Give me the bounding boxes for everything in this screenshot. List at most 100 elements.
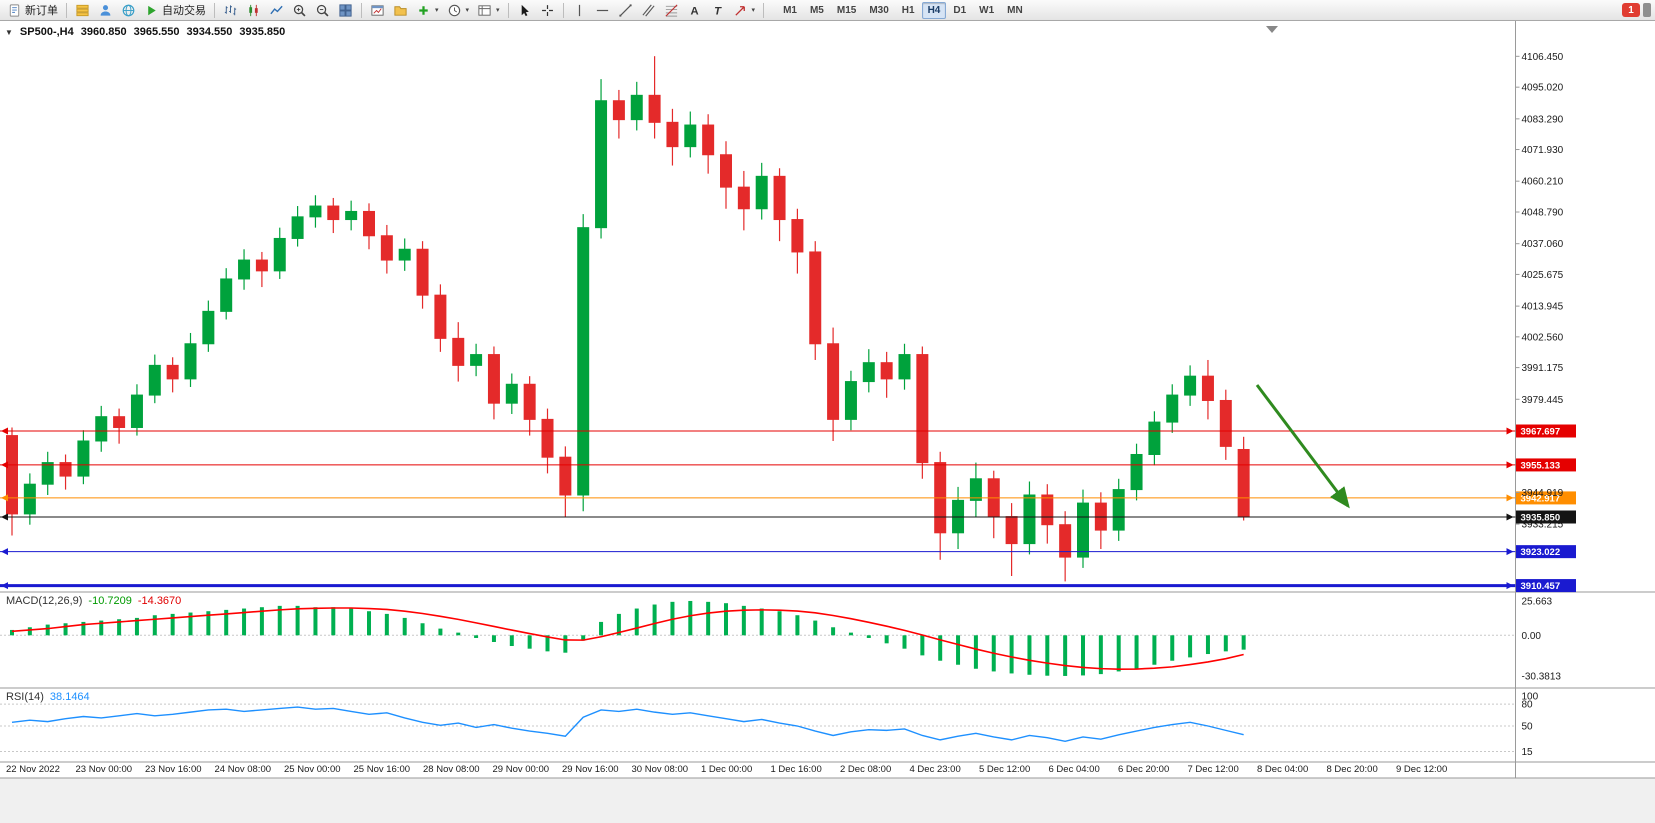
price-axis-label: 4013.945 <box>1522 302 1564 313</box>
candle-body <box>737 186 750 210</box>
candle-body <box>238 259 251 280</box>
timeframe-h4[interactable]: H4 <box>921 1 947 19</box>
cursor-icon <box>521 4 529 16</box>
charts-stack-button[interactable] <box>72 2 93 19</box>
new-order-icon <box>9 3 20 17</box>
new-order-label: 新订单 <box>25 5 58 17</box>
price-tag <box>1516 424 1576 438</box>
candle-body <box>487 354 500 404</box>
timeframe-mn[interactable]: MN <box>1007 4 1023 16</box>
toolbar-separator <box>214 2 215 18</box>
profiles-button[interactable] <box>390 2 411 19</box>
horizontal-line-3923.022[interactable]: 3923.022 <box>0 545 1576 559</box>
macd-scale-label: 25.663 <box>1522 596 1553 607</box>
candle-body <box>1005 516 1018 545</box>
candle-body <box>202 310 215 345</box>
candle-body <box>1237 448 1250 518</box>
timeframe-w1[interactable]: W1 <box>979 4 995 16</box>
dropdown-caret-icon: ▾ <box>435 7 439 14</box>
cursor-tool-button[interactable] <box>514 2 535 19</box>
price-tag <box>1516 458 1576 472</box>
chart-menu-icon[interactable]: ▼ <box>5 27 13 37</box>
time-axis: 22 Nov 2022 23 Nov 00:00 23 Nov 16:00 24 No… <box>6 764 1447 775</box>
templates-button[interactable]: ▾ <box>474 2 503 19</box>
candle-body <box>6 435 18 515</box>
horizontal-line-icon <box>596 9 608 11</box>
time-axis-label: 30 Nov 08:00 <box>632 764 689 775</box>
community-button[interactable] <box>118 2 139 19</box>
horizontal-line-3935.850[interactable]: 3935.850 <box>0 510 1576 524</box>
chart-window-icon <box>371 4 384 16</box>
indicators-button[interactable]: ▾ <box>413 2 442 19</box>
horizontal-line-3955.133[interactable]: 3955.133 <box>0 458 1576 472</box>
profile-button[interactable] <box>95 2 116 19</box>
ohlc-open: 3960.850 <box>80 26 127 38</box>
price-tag <box>1516 510 1576 524</box>
toolbar-separator <box>562 2 564 18</box>
candle-body <box>809 251 822 345</box>
time-axis-label: 25 Nov 16:00 <box>354 764 411 775</box>
timeframe-m5[interactable]: M5 <box>809 4 824 16</box>
time-axis-label: 1 Dec 16:00 <box>771 764 822 775</box>
price-axis-label: 4071.930 <box>1522 145 1564 156</box>
horizontal-line-3967.697[interactable]: 3967.697 <box>0 424 1576 438</box>
candle-body <box>1059 524 1072 558</box>
time-axis-label: 7 Dec 12:00 <box>1188 764 1239 775</box>
vertical-line-tool-button[interactable] <box>569 2 590 19</box>
candle-body <box>452 337 465 366</box>
vertical-line-icon <box>578 4 580 16</box>
toolbar-separator <box>66 2 67 18</box>
autotrading-button[interactable]: 自动交易 <box>141 2 209 19</box>
horizontal-line-3910.457[interactable]: 3910.457 <box>0 579 1576 593</box>
tile-windows-button[interactable] <box>335 2 356 19</box>
time-axis-label: 8 Dec 04:00 <box>1257 764 1308 775</box>
new-order-button[interactable]: 新订单 <box>4 2 61 19</box>
time-axis-label: 22 Nov 2022 <box>6 764 60 775</box>
line-chart-mode-button[interactable] <box>266 2 287 19</box>
trend-arrow[interactable] <box>1255 384 1350 509</box>
candle-body <box>398 248 411 261</box>
timeframe-h1[interactable]: H1 <box>901 4 915 16</box>
time-axis-label: 9 Dec 12:00 <box>1396 764 1447 775</box>
candle-body <box>363 210 375 237</box>
candle-body <box>113 416 126 428</box>
label-tool-button[interactable]: T <box>707 2 728 19</box>
periods-button[interactable]: ▾ <box>444 2 473 19</box>
timeframe-d1[interactable]: D1 <box>953 4 967 16</box>
price-axis-label: 3944.919 <box>1522 488 1564 499</box>
candle-body <box>827 343 840 420</box>
line-end-marker <box>1506 548 1514 556</box>
toolbar-overflow-icon[interactable] <box>1643 3 1651 17</box>
zoom-in-button[interactable] <box>289 2 310 19</box>
bar-chart-mode-button[interactable] <box>220 2 241 19</box>
candle-body <box>309 205 322 218</box>
time-axis-label: 6 Dec 20:00 <box>1118 764 1169 775</box>
text-tool-button[interactable]: A <box>684 2 705 19</box>
chart-shift-marker[interactable] <box>1266 26 1278 33</box>
price-axis-label: 4060.210 <box>1522 177 1564 188</box>
arrows-tool-button[interactable]: ▾ <box>730 2 759 19</box>
timeframe-m30[interactable]: M30 <box>869 4 889 16</box>
trendline-tool-button[interactable] <box>615 2 636 19</box>
horizontal-line-tool-button[interactable] <box>592 2 613 19</box>
add-indicator-icon <box>419 5 428 15</box>
dropdown-caret-icon: ▾ <box>751 7 756 14</box>
candlestick-mode-button[interactable] <box>243 2 264 19</box>
time-axis-label: 1 Dec 00:00 <box>701 764 752 775</box>
horizontal-line-3942.917[interactable]: 3942.917 <box>0 491 1576 505</box>
ohlc-close: 3935.850 <box>239 26 286 38</box>
channel-tool-button[interactable] <box>638 2 659 19</box>
new-chart-button[interactable] <box>367 2 388 19</box>
notification-badge[interactable]: 1 <box>1622 3 1640 17</box>
line-end-marker <box>1506 461 1514 469</box>
time-axis-label: 29 Nov 00:00 <box>493 764 550 775</box>
price-tag-label: 3923.022 <box>1521 547 1561 558</box>
zoom-out-button[interactable] <box>312 2 333 19</box>
candle-body <box>916 354 929 464</box>
price-axis-label: 3991.175 <box>1522 363 1564 374</box>
zoom-in-icon <box>293 4 306 17</box>
timeframe-m15[interactable]: M15 <box>836 4 857 16</box>
fibonacci-tool-button[interactable] <box>661 2 682 19</box>
crosshair-tool-button[interactable] <box>537 2 558 19</box>
timeframe-m1[interactable]: M1 <box>783 4 797 16</box>
